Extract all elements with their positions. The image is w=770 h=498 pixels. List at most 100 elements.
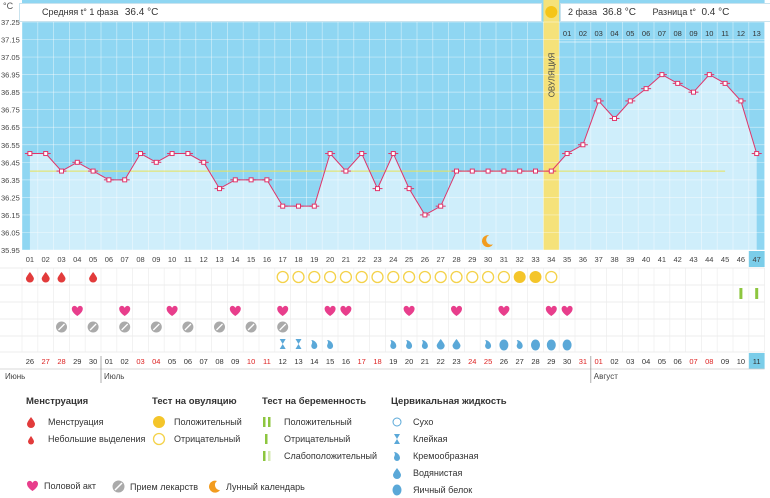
legend-medication: Прием лекарств (112, 480, 198, 493)
cycle-day-label: 25 (405, 255, 413, 264)
cycle-day-label: 19 (310, 255, 318, 264)
legend-cervical-eggwhite: Яичный белок (391, 481, 507, 498)
calendar-date-label: 27 (42, 357, 50, 366)
legend-ovulation-test-title: Тест на овуляцию (152, 396, 237, 407)
phase2-date-label: 13 (753, 29, 761, 38)
cycle-day-label: 10 (168, 255, 176, 264)
creamy-drop-icon (391, 450, 413, 462)
temperature-point (27, 151, 33, 157)
ovulation-test-negative (450, 270, 463, 284)
phase2-date-label: 02 (579, 29, 587, 38)
legend-pregtest-weak: Слабоположительный (262, 447, 377, 464)
calendar-date-label: 10 (247, 357, 255, 366)
phase1-label: Средняя t° 1 фаза (42, 7, 119, 17)
menstruation-drop (25, 272, 34, 283)
cycle-day-label: 30 (484, 255, 492, 264)
intercourse-heart (119, 305, 131, 316)
ovulation-band (543, 0, 560, 250)
ovulation-test-negative (466, 270, 479, 284)
calendar-date-label: 26 (500, 357, 508, 366)
y-tick-label: 37.05 (1, 53, 20, 62)
temperature-point (517, 168, 523, 174)
eggwhite-icon (391, 483, 413, 496)
moon-icon (208, 480, 226, 493)
calendar-date-label: 14 (310, 357, 318, 366)
small-drop-icon (26, 433, 48, 445)
fluid-eggwhite (546, 339, 556, 351)
temperature-point (659, 72, 665, 78)
legend-intercourse: Половой акт (26, 480, 96, 492)
drop-icon (26, 416, 48, 428)
ovulation-test-negative (545, 270, 558, 284)
cycle-day-label: 37 (595, 255, 603, 264)
intercourse-heart (277, 305, 289, 316)
calendar-date-label: 15 (326, 357, 334, 366)
month-label: Июль (104, 372, 124, 381)
y-tick-label: 36.35 (1, 176, 20, 185)
legend-cervical-dry: Сухо (391, 413, 507, 430)
cycle-day-label: 32 (516, 255, 524, 264)
calendar-date-label: 11 (263, 357, 271, 366)
cycle-day-label: 07 (121, 255, 129, 264)
fluid-eggwhite (531, 339, 540, 351)
cycle-day-label: 39 (626, 255, 634, 264)
temperature-point (548, 168, 554, 174)
fluid-creamy (390, 340, 397, 349)
intercourse-heart (498, 305, 510, 316)
weak-bar-icon (262, 450, 284, 462)
calendar-date-label: 04 (152, 357, 160, 366)
y-tick-label: 36.45 (1, 158, 20, 167)
heart-icon (26, 480, 44, 492)
medication-pill-line (279, 323, 287, 331)
temperature-point (232, 177, 238, 183)
legend-pregnancy-test: Тест на беременность Положительный Отриц… (262, 396, 377, 464)
cycle-day-label: 35 (563, 255, 571, 264)
cycle-day-label: 29 (468, 255, 476, 264)
temperature-point (311, 203, 317, 209)
chart-header: °C Средняя t° 1 фаза 36.4 °C 2 фаза 36.8… (0, 0, 770, 22)
medication-pill-line (58, 323, 65, 331)
calendar-date-label: 19 (389, 357, 397, 366)
fluid-creamy (311, 340, 318, 349)
y-tick-label: 36.75 (1, 106, 20, 115)
cycle-day-label: 44 (705, 255, 713, 264)
temperature-point (359, 151, 365, 157)
calendar-date-label: 06 (184, 357, 192, 366)
cycle-day-label: 28 (452, 255, 460, 264)
temperature-point (74, 159, 80, 165)
y-tick-label: 37.25 (1, 18, 20, 27)
temperature-point (612, 115, 617, 121)
filled-circle-icon (152, 415, 174, 429)
fluid-creamy (516, 340, 523, 349)
calendar-date-label: 03 (626, 357, 634, 366)
y-tick-label: 36.95 (1, 71, 20, 80)
calendar-date-label: 02 (121, 357, 129, 366)
cycle-day-label: 31 (500, 255, 508, 264)
cycle-day-label: 36 (579, 255, 587, 264)
empty-circle-icon (152, 432, 174, 446)
calendar-date-label: 20 (405, 357, 413, 366)
phase2-date-label: 01 (563, 29, 571, 38)
cycle-day-label: 46 (737, 255, 745, 264)
intercourse-heart (71, 305, 83, 316)
calendar-date-label: 28 (57, 357, 65, 366)
phase2-value: 36.8 °C (602, 7, 636, 18)
ovulation-test-negative (339, 270, 353, 284)
ovulation-test-negative (434, 270, 447, 284)
temperature-point (122, 177, 128, 183)
cycle-day-label: 47 (753, 255, 761, 264)
y-tick-label: 36.25 (1, 193, 20, 202)
legend-ovtest-negative: Отрицательный (152, 430, 242, 447)
fluid-watery (452, 339, 461, 350)
temperature-point (691, 89, 696, 95)
y-tick-label: 36.15 (1, 211, 20, 220)
menstruation-drop (41, 272, 50, 283)
fluid-sticky (279, 339, 286, 349)
menstruation-drop (89, 272, 98, 283)
temperature-point (438, 203, 444, 209)
ovulation-test-negative (418, 270, 432, 284)
calendar-date-label: 21 (421, 357, 429, 366)
ovulation-test-negative (292, 270, 305, 284)
temperature-point (580, 142, 586, 148)
hourglass-icon (391, 433, 413, 445)
